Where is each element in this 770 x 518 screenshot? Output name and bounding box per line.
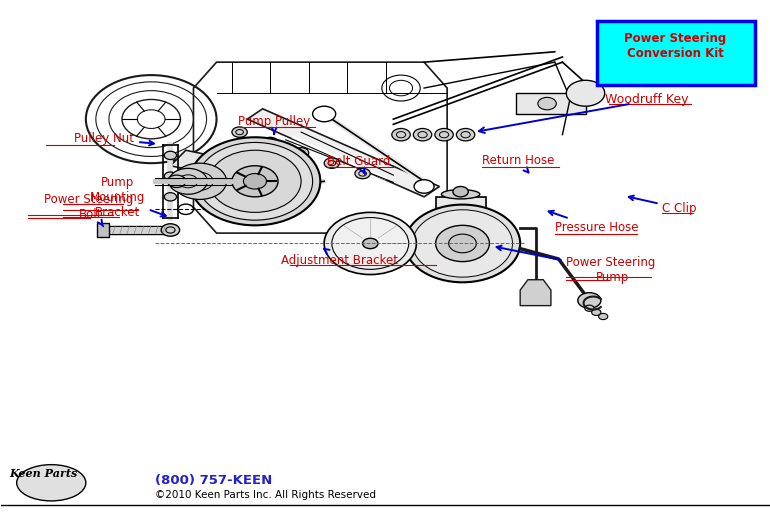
Text: Keen Parts: Keen Parts	[9, 468, 78, 480]
Polygon shape	[521, 280, 551, 306]
Circle shape	[457, 128, 475, 141]
Text: Pressure Hose: Pressure Hose	[549, 211, 638, 235]
Circle shape	[164, 151, 176, 160]
Circle shape	[178, 204, 193, 214]
Bar	[436, 233, 486, 236]
Circle shape	[578, 293, 601, 308]
Circle shape	[209, 150, 301, 212]
Polygon shape	[170, 150, 309, 192]
Text: (800) 757-KEEN: (800) 757-KEEN	[155, 474, 273, 487]
Circle shape	[313, 106, 336, 122]
Circle shape	[164, 172, 176, 180]
Circle shape	[324, 212, 417, 275]
Circle shape	[591, 309, 601, 315]
Ellipse shape	[441, 190, 480, 199]
Circle shape	[232, 127, 247, 137]
Circle shape	[436, 225, 490, 262]
Bar	[436, 197, 486, 236]
Circle shape	[413, 210, 513, 277]
Text: Return Hose: Return Hose	[482, 154, 554, 172]
Circle shape	[169, 168, 207, 194]
Circle shape	[293, 148, 309, 158]
Text: Woodruff Key: Woodruff Key	[605, 93, 688, 106]
Text: Power Steering
Conversion Kit: Power Steering Conversion Kit	[624, 32, 727, 60]
Text: Adjustment Bracket: Adjustment Bracket	[281, 249, 398, 267]
Circle shape	[538, 97, 556, 110]
Bar	[97, 223, 109, 237]
Circle shape	[392, 128, 410, 141]
Text: Power Steering 
Bolt: Power Steering Bolt	[44, 193, 137, 226]
Circle shape	[355, 168, 370, 179]
Circle shape	[164, 193, 176, 201]
Circle shape	[332, 218, 409, 269]
Text: Pump
Mounting
Bracket: Pump Mounting Bracket	[89, 176, 166, 220]
Circle shape	[167, 175, 186, 188]
Circle shape	[363, 238, 378, 249]
Circle shape	[413, 128, 432, 141]
Ellipse shape	[17, 465, 86, 501]
Circle shape	[584, 305, 594, 311]
Text: ©2010 Keen Parts Inc. All Rights Reserved: ©2010 Keen Parts Inc. All Rights Reserve…	[155, 490, 376, 500]
Circle shape	[449, 234, 477, 253]
Circle shape	[435, 128, 454, 141]
Circle shape	[414, 180, 434, 193]
Circle shape	[598, 313, 608, 320]
Circle shape	[232, 166, 278, 197]
Circle shape	[161, 224, 179, 236]
Polygon shape	[247, 109, 440, 197]
Circle shape	[197, 142, 313, 220]
Text: Belt Guard: Belt Guard	[327, 155, 390, 174]
Text: Pulley Nut: Pulley Nut	[75, 132, 154, 146]
Circle shape	[172, 163, 226, 199]
Circle shape	[263, 137, 278, 148]
Circle shape	[243, 174, 266, 189]
Text: C Clip: C Clip	[629, 196, 697, 215]
Circle shape	[453, 186, 468, 197]
Circle shape	[324, 158, 340, 168]
Text: Pump Pulley: Pump Pulley	[238, 115, 310, 134]
Circle shape	[566, 80, 604, 106]
Text: Power Steering 
Pump: Power Steering Pump	[497, 246, 659, 284]
Bar	[517, 93, 585, 114]
Circle shape	[207, 191, 226, 203]
FancyBboxPatch shape	[597, 21, 755, 85]
Circle shape	[189, 137, 320, 225]
Circle shape	[405, 205, 521, 282]
